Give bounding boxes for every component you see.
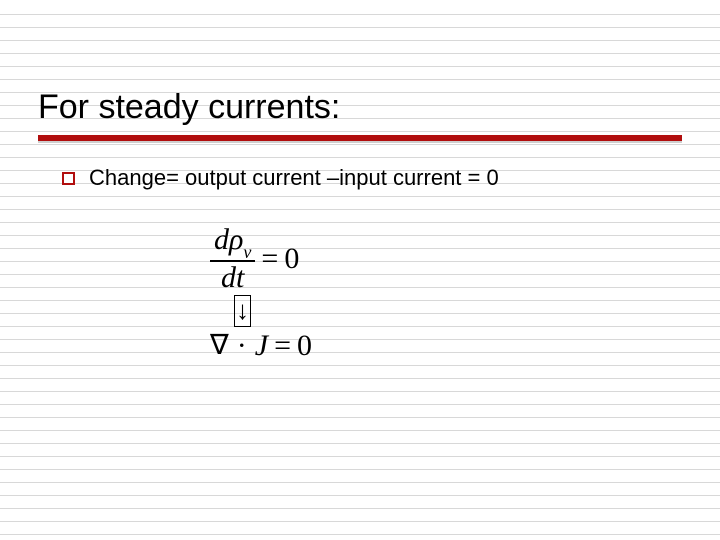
equation-arrow: ↓ [234, 295, 720, 327]
equation-1: dρv dt = 0 [210, 225, 720, 293]
equation-2: ∇ · J = 0 [210, 331, 720, 361]
equations-block: dρv dt = 0 ↓ ∇ · J = 0 [210, 225, 720, 361]
bullet-box-icon [62, 172, 75, 185]
slide-content: For steady currents: Change= output curr… [0, 0, 720, 361]
slide-title: For steady currents: [0, 0, 720, 127]
eq-rhs-1: 0 [284, 244, 299, 274]
nabla-icon: ∇ [210, 332, 229, 360]
var-j: J [255, 331, 268, 361]
eq-sign-2: = [274, 331, 291, 361]
dot-operator: · [235, 331, 249, 361]
num-rho: ρ [229, 223, 243, 256]
denominator: dt [210, 260, 255, 293]
num-d: d [214, 223, 229, 256]
title-underline-gray [38, 141, 682, 143]
bullet-item: Change= output current –input current = … [62, 165, 720, 191]
eq-rhs-2: 0 [297, 331, 312, 361]
numerator: dρv [210, 225, 255, 260]
down-arrow-icon: ↓ [234, 295, 251, 327]
eq-sign-1: = [261, 244, 278, 274]
fraction: dρv dt [210, 225, 255, 293]
bullet-text: Change= output current –input current = … [89, 165, 499, 191]
num-sub: v [243, 242, 251, 262]
